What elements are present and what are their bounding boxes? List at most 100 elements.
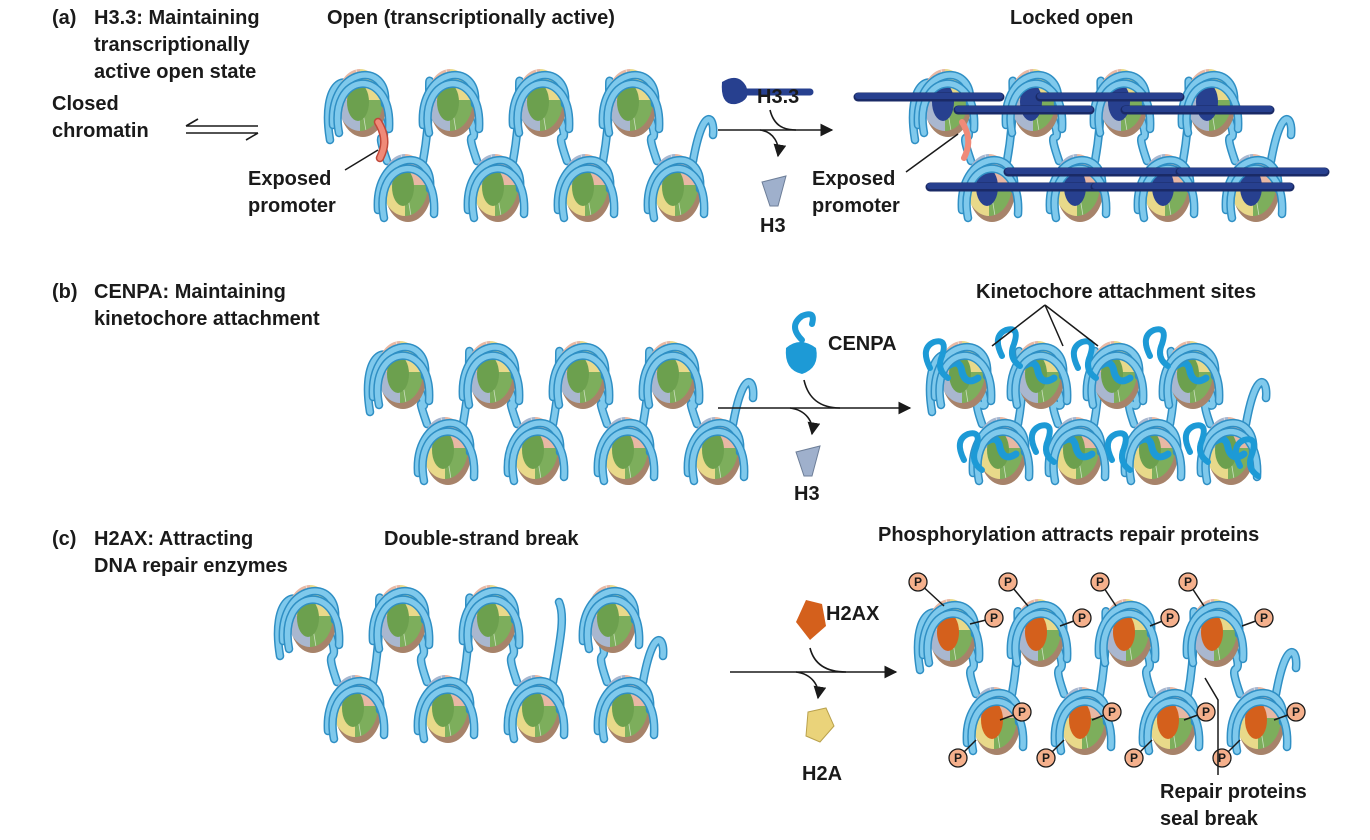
- dna-wrap: [373, 351, 434, 410]
- phosphate-icon: P: [1160, 608, 1180, 628]
- repair-proteins-line1: Repair proteins: [1160, 781, 1307, 803]
- h3-out-label-a: H3: [760, 215, 786, 237]
- double-strand-break-title: Double-strand break: [384, 528, 579, 550]
- nucleosome: [1182, 599, 1248, 668]
- dna-wrap: [553, 351, 614, 410]
- phosphate-label: P: [1096, 575, 1104, 589]
- promoter-segment-right: [959, 119, 972, 161]
- panel-a-heading-line1: H3.3: Maintaining: [94, 7, 260, 29]
- nucleosome: [593, 675, 659, 744]
- dna-wrap: [962, 164, 1023, 223]
- phosphate-label: P: [1018, 705, 1026, 719]
- panel-c-letter: (c): [52, 528, 76, 550]
- dna-wrap: [283, 595, 344, 654]
- nucleosome: [930, 341, 996, 410]
- dna-wrap: [508, 427, 569, 486]
- cenpa-molecule: [785, 311, 817, 374]
- closed-chromatin-label-line2: chromatin: [52, 120, 149, 142]
- nucleosome: [323, 675, 389, 744]
- dna-wrap: [1125, 427, 1186, 486]
- dna-wrap: [923, 609, 984, 668]
- h3-molecule-b: [795, 445, 821, 477]
- panel-a-heading-line3: active open state: [94, 61, 256, 83]
- exposed-promoter-left-line2: promoter: [248, 195, 336, 217]
- dna-wrap: [468, 164, 529, 223]
- dna-wrap: [333, 79, 394, 138]
- panel-a-heading-line2: transcriptionally: [94, 34, 250, 56]
- h3-molecule-a: [761, 175, 787, 207]
- phosphate-icon: P: [1012, 702, 1032, 722]
- dna-wrap: [688, 427, 749, 486]
- dna-wrap: [1143, 697, 1204, 756]
- h33-rods: [853, 92, 1330, 192]
- h2a-molecule: [805, 707, 835, 743]
- panel-b-heading-line1: CENPA: Maintaining: [94, 281, 286, 303]
- panel-a-heading: (a) H3.3: Maintaining transcriptionally …: [52, 7, 260, 83]
- repair-pointer-line: [1204, 677, 1219, 775]
- phosphate-label: P: [1166, 611, 1174, 625]
- h2a-out-label: H2A: [802, 763, 842, 785]
- dna-wrap: [1011, 609, 1072, 668]
- phosphate-icon: P: [948, 748, 968, 768]
- phosphate-icon: P: [1178, 572, 1198, 592]
- exposed-promoter-left-pointer: [344, 149, 379, 171]
- dna-wrap: [378, 164, 439, 223]
- dna-wrap: [648, 164, 709, 223]
- dna-wrap: [598, 685, 659, 744]
- phosphate-label: P: [1078, 611, 1086, 625]
- dna-wrap: [508, 685, 569, 744]
- phosphate-icon: P: [908, 572, 928, 592]
- phosphate-icon: P: [1072, 608, 1092, 628]
- nucleosome: [413, 417, 479, 486]
- dna-wrap: [1163, 351, 1224, 410]
- panel-b-heading-line2: kinetochore attachment: [94, 308, 320, 330]
- dna-wrap: [373, 595, 434, 654]
- h3-out-label-b: H3: [794, 483, 820, 505]
- phosphate-icon: P: [998, 572, 1018, 592]
- nucleosome: [1050, 687, 1116, 756]
- dna-wrap: [463, 595, 524, 654]
- nucleosome: [368, 585, 434, 654]
- exposed-promoter-right-line1: Exposed: [812, 168, 895, 190]
- nucleosome: [1006, 341, 1072, 410]
- dna-wrap: [1187, 609, 1248, 668]
- nucleosome: [1094, 599, 1160, 668]
- repair-proteins-line2: seal break: [1160, 808, 1259, 830]
- phosphate-icon: P: [1254, 608, 1274, 628]
- kinetochore-pointer-lines: [991, 304, 1099, 347]
- locked-open-title: Locked open: [1010, 7, 1133, 29]
- nucleosome: [593, 417, 659, 486]
- phosphate-icon: P: [1286, 702, 1306, 722]
- dna-wrap: [1055, 697, 1116, 756]
- phosphate-label: P: [1130, 751, 1138, 765]
- nucleosome: [373, 154, 439, 223]
- h2ax-label: H2AX: [826, 603, 880, 625]
- phosphate-label: P: [990, 611, 998, 625]
- phosphate-label: P: [1184, 575, 1192, 589]
- panel-c-heading-line1: H2AX: Attracting: [94, 528, 253, 550]
- dna-wrap: [418, 685, 479, 744]
- phosphate-icon: P: [1102, 702, 1122, 722]
- h33-molecule: [721, 77, 814, 105]
- cenpa-label: CENPA: [828, 333, 897, 355]
- phosphate-label: P: [1108, 705, 1116, 719]
- closed-chromatin-label-line1: Closed: [52, 93, 119, 115]
- dna-wrap: [1099, 609, 1160, 668]
- phosphate-icon: P: [1090, 572, 1110, 592]
- nucleosome: [598, 69, 664, 138]
- cenpa-tails: [922, 326, 1261, 479]
- phosphate-icon: P: [1196, 702, 1216, 722]
- dna-wrap: [935, 351, 996, 410]
- dna-wrap: [603, 79, 664, 138]
- nucleosome: [508, 69, 574, 138]
- dna-wrap: [1087, 351, 1148, 410]
- phosphate-icon: P: [1124, 748, 1144, 768]
- nucleosome: [1082, 341, 1148, 410]
- overlay-layer: P P P P P P P P P P P P P P P P: [373, 77, 1330, 768]
- dna-wrap: [967, 697, 1028, 756]
- panel-c-heading-line2: DNA repair enzymes: [94, 555, 288, 577]
- dna-wrap: [583, 595, 644, 654]
- phosphate-label: P: [1218, 751, 1226, 765]
- dna-wrap: [513, 79, 574, 138]
